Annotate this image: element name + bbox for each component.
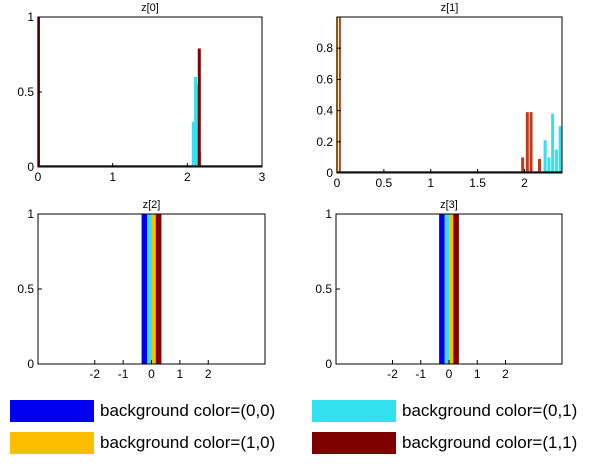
bar-1-1-0 [338,17,341,173]
bar-1-1-3 [529,112,533,173]
y-tick-label: 1 [27,10,34,24]
y-tick-label: 0.8 [316,41,333,55]
band-1-0 [449,214,454,364]
x-tick-label: 1 [177,367,184,381]
subplot-3: 0 0.5 1 -2 -1 0 1 2 z[3] [315,199,563,381]
band-1-0 [151,214,156,364]
y-tick-label: 0.5 [17,85,34,99]
bar-0-1-3 [554,149,558,173]
bar-1-1-1 [521,157,525,173]
axes-frame [336,16,563,174]
band-0-0 [141,214,148,364]
y-tick-label: 0 [325,357,332,371]
x-tick-label: 2 [184,170,191,184]
bar-1-1-4 [538,158,541,173]
bar-1-1-2 [525,112,529,173]
y-tick-label: 1 [325,207,332,221]
x-tick-label: -2 [387,367,398,381]
band-0-0 [439,214,445,364]
bar-0-1-1 [547,157,551,173]
x-tick-label: 1.5 [469,176,486,190]
x-tick-label: -1 [118,367,129,381]
x-tick-label: 2 [521,176,528,190]
bar-0-1-2 [551,113,555,173]
x-tick-label: 1 [427,176,434,190]
x-tick-label: 0.5 [376,176,393,190]
x-tick-label: 2 [205,367,212,381]
x-tick-label: -2 [89,367,100,381]
subplot-title: z[2] [143,199,161,211]
bar-0-1-4 [558,126,562,173]
y-tick-label: 0.4 [316,104,333,118]
x-tick-label: 1 [474,367,481,381]
subplot-0: 0 0.5 1 0 1 2 3 z[0] [17,2,265,184]
band-1-1 [453,214,459,364]
x-tick-label: 3 [259,170,266,184]
x-tick-label: 0 [334,176,341,190]
bar-0-1-0 [191,122,195,167]
y-tick-label: 0 [326,166,333,180]
plot-area [337,17,562,173]
x-tick-label: 1 [109,170,116,184]
subplot-1: 0 0.2 0.4 0.6 0.8 0 0.5 1 1.5 2 z[1] [316,2,563,190]
bar-0-1-1 [194,77,198,167]
subplot-title: z[3] [440,199,458,211]
band-0-1 [444,214,449,364]
x-tick-label: 0 [35,170,42,184]
subplot-title: z[1] [441,2,459,14]
subplot-title: z[0] [141,2,159,14]
plot-area [38,17,262,167]
x-tick-label: 2 [502,367,509,381]
y-tick-label: 0.6 [316,72,333,86]
y-tick-label: 0.2 [316,135,333,149]
band-0-1 [147,214,152,364]
y-tick-label: 0.5 [17,282,34,296]
bar-1-1-1 [197,48,201,167]
y-tick-label: 1 [27,207,34,221]
y-tick-label: 0.5 [315,282,332,296]
subplot-2: 0 0.5 1 -2 -1 0 1 2 z[2] [17,199,266,381]
x-tick-label: -1 [415,367,426,381]
bar-0-1-0 [543,140,547,173]
y-tick-label: 0 [27,160,34,174]
band-1-1 [155,214,162,364]
x-tick-label: 0 [446,367,453,381]
x-tick-label: 0 [148,367,155,381]
y-tick-label: 0 [27,357,34,371]
